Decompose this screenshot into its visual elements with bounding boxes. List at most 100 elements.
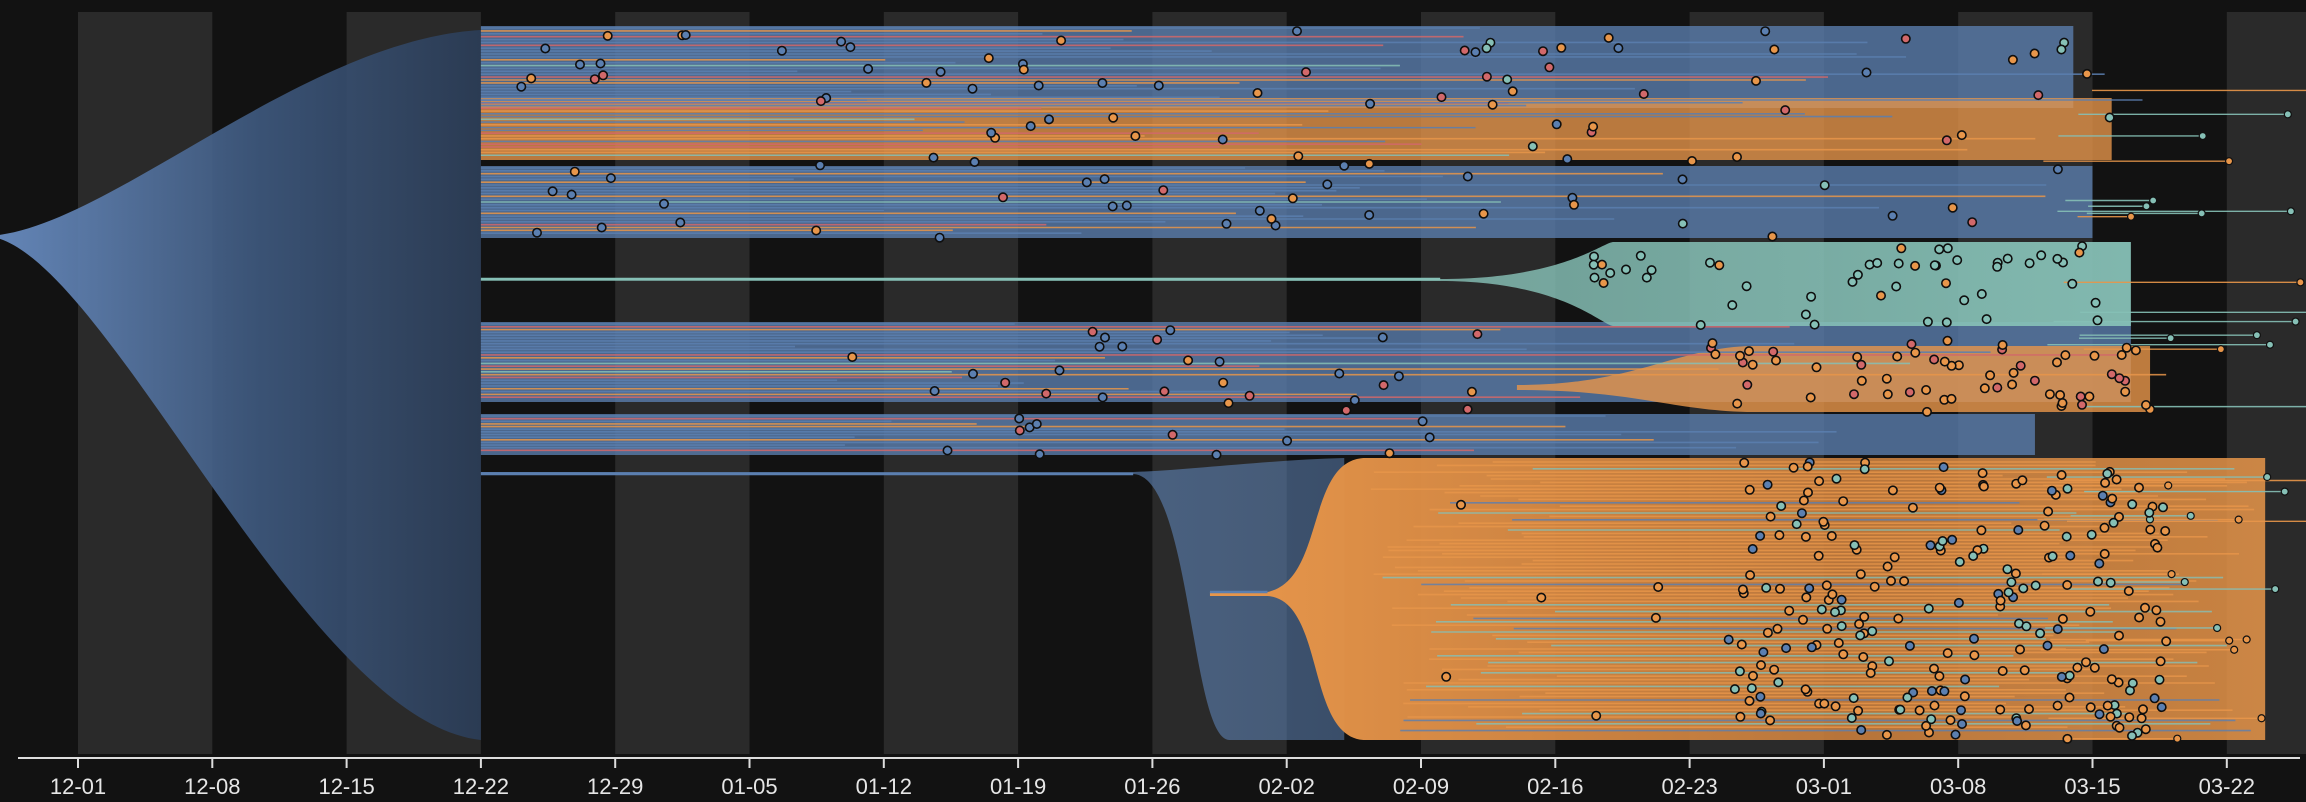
sample-point (1771, 355, 1782, 366)
sample-point (1646, 265, 1657, 276)
sample-point (1992, 382, 2003, 393)
sample-point (1882, 561, 1893, 572)
sample-point (1798, 614, 1809, 625)
sample-point (1741, 281, 1752, 292)
sample-point (1838, 649, 1849, 660)
sample-point (1768, 346, 1779, 357)
sample-point (1349, 395, 1360, 406)
clade-block (480, 26, 2074, 108)
sample-point (1000, 377, 1011, 388)
sample-point (1099, 174, 1110, 185)
sample-point (934, 232, 945, 243)
sample-point (1956, 705, 1967, 716)
sample-point (1014, 425, 1025, 436)
sample-point (1758, 647, 1769, 658)
sample-point (1481, 71, 1492, 82)
sample-point (863, 63, 874, 74)
sample-point (2097, 490, 2108, 501)
sample-point (1033, 80, 1044, 91)
sample-point (1849, 540, 1860, 551)
x-tick-label: 03-01 (1796, 774, 1852, 799)
sample-point (2127, 678, 2138, 689)
sample-point (1775, 583, 1786, 594)
sample-point (2006, 577, 2017, 588)
sample-point (2116, 349, 2127, 360)
x-tick-label: 12-29 (587, 774, 643, 799)
tip-point (2242, 635, 2251, 644)
sample-point (1872, 257, 1883, 268)
sample-point (1755, 691, 1766, 702)
sample-point (2046, 485, 2057, 496)
sample-point (1959, 295, 1970, 306)
sample-point (1158, 185, 1169, 196)
sample-point (2007, 379, 2018, 390)
sample-point (2002, 564, 2013, 575)
sample-point (2019, 665, 2030, 676)
tip-point (2283, 110, 2292, 119)
sample-point (1384, 448, 1395, 459)
sample-point (2057, 397, 2068, 408)
sample-point (1745, 570, 1756, 581)
sample-point (605, 173, 616, 184)
tip-point (2234, 515, 2243, 524)
sample-point (1941, 317, 1952, 328)
sample-point (1107, 201, 1118, 212)
sample-point (2158, 502, 2169, 513)
sample-point (1462, 171, 1473, 182)
x-tick-label: 02-02 (1259, 774, 1315, 799)
sample-point (1895, 704, 1906, 715)
sample-point (1727, 300, 1738, 311)
sample-point (1635, 250, 1646, 261)
sample-point (2003, 587, 2014, 598)
tip-point (2142, 202, 2151, 211)
sample-point (598, 70, 609, 81)
sample-point (2152, 542, 2163, 553)
sample-point (1214, 356, 1225, 367)
sample-point (1869, 581, 1880, 592)
sample-point (1819, 180, 1830, 191)
sample-point (1527, 141, 1538, 152)
sample-point (2161, 636, 2172, 647)
sample-point (2021, 621, 2032, 632)
sample-point (1830, 607, 1841, 618)
sample-point (1393, 371, 1404, 382)
sample-point (935, 66, 946, 77)
sample-point (2124, 712, 2135, 723)
sample-point (2123, 585, 2134, 596)
sample-point (2085, 606, 2096, 617)
sample-point (569, 166, 580, 177)
sample-point (1923, 603, 1934, 614)
sample-point (1732, 152, 1743, 163)
sample-point (2061, 531, 2072, 542)
sample-point (1014, 413, 1025, 424)
sample-point (1121, 200, 1132, 211)
sample-point (1218, 377, 1229, 388)
sample-point (2085, 702, 2096, 713)
sample-point (1478, 208, 1489, 219)
sample-point (2067, 278, 2078, 289)
sample-point (1907, 502, 1918, 513)
x-tick-label: 01-26 (1124, 774, 1180, 799)
x-axis: 12-01 12-08 12-15 12-22 12-29 01-05 01-12 01-19… (18, 757, 2300, 799)
sample-point (1254, 205, 1265, 216)
sample-point (1805, 392, 1816, 403)
sample-point (2030, 580, 2041, 591)
sample-point (1910, 260, 1921, 271)
sample-point (1588, 121, 1599, 132)
sample-point (1854, 618, 1865, 629)
sample-point (1876, 290, 1887, 301)
sample-point (1472, 329, 1483, 340)
sample-point (602, 30, 613, 41)
sample-point (1926, 685, 1937, 696)
sample-point (1707, 338, 1718, 349)
sample-point (1969, 633, 1980, 644)
sample-point (1551, 119, 1562, 130)
tip-point (2265, 340, 2275, 349)
sample-point (1814, 476, 1825, 487)
sample-point (2105, 577, 2116, 588)
sample-point (1762, 627, 1773, 638)
sample-point (2082, 68, 2093, 79)
sample-point (1957, 718, 1968, 729)
sample-point (942, 445, 953, 456)
sample-point (1921, 720, 1932, 731)
